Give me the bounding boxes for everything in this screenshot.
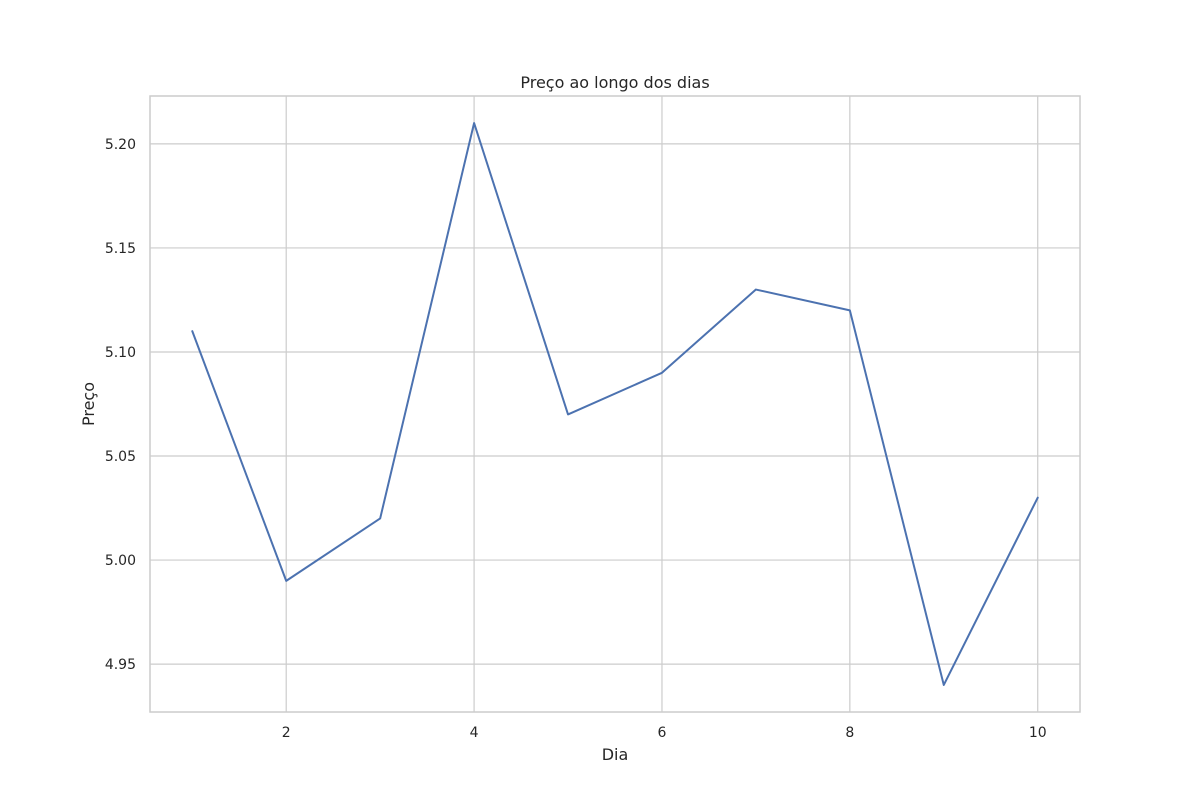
y-tick-label: 5.10 (105, 345, 136, 361)
x-tick-labels: 2 4 6 8 10 (282, 725, 1047, 741)
x-tick-label: 10 (1029, 725, 1047, 741)
series-layer (191, 122, 1039, 686)
plot-frame (149, 95, 1081, 713)
y-tick-label: 5.00 (105, 553, 136, 569)
y-tick-labels: 4.95 5.00 5.05 5.10 5.15 5.20 (105, 137, 136, 673)
x-tick-label: 8 (845, 725, 854, 741)
y-tick-label: 5.15 (105, 241, 136, 257)
y-tick-label: 5.05 (105, 449, 136, 465)
series-line-0 (191, 122, 1039, 686)
chart-title: Preço ao longo dos dias (520, 73, 709, 92)
x-tick-label: 2 (282, 725, 291, 741)
y-tick-label: 5.20 (105, 137, 136, 153)
x-axis-label: Dia (602, 745, 629, 764)
x-tick-label: 4 (470, 725, 479, 741)
y-tick-label: 4.95 (105, 657, 136, 673)
y-axis-label: Preço (79, 382, 98, 426)
x-tick-label: 6 (658, 725, 667, 741)
grid-lines (150, 96, 1080, 712)
